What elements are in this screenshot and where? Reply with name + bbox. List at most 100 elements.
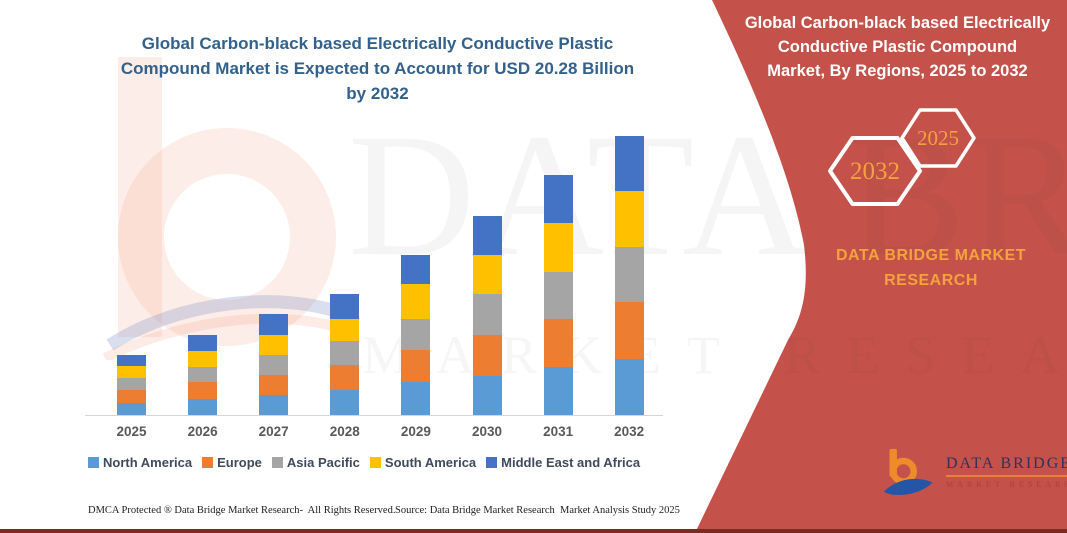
bar-segment-2029-middle-east-and-africa — [401, 255, 431, 284]
x-axis-label-2032: 2032 — [614, 424, 645, 439]
legend-swatch-icon — [271, 457, 283, 468]
bar-segment-2030-middle-east-and-africa — [472, 215, 502, 256]
bar-segment-2027-asia-pacific — [259, 355, 289, 375]
bar-segment-2031-north-america — [543, 366, 573, 415]
bar-segment-2031-middle-east-and-africa — [543, 175, 573, 224]
stacked-bar-2031 — [543, 175, 573, 415]
legend-label: North America — [103, 455, 193, 470]
legend-item-north-america: North America — [88, 455, 192, 470]
x-axis-labels: 2025 2026 2027 2028 2029 2030 2031 2032 — [85, 424, 663, 442]
bar-segment-2031-south-america — [543, 223, 573, 272]
year-hexagons: 2032 2025 — [828, 108, 976, 206]
logo-b-icon — [883, 448, 933, 495]
x-axis-label-2025: 2025 — [116, 424, 147, 439]
legend-swatch-icon — [202, 457, 214, 468]
panel-title-line-2: Conductive Plastic Compound — [777, 38, 1018, 56]
bar-segment-2026-south-america — [188, 351, 218, 368]
logo-brand-text: DATA BRIDGE — [946, 455, 1067, 477]
bar-segment-2031-europe — [543, 318, 573, 367]
bar-segment-2028-north-america — [330, 390, 360, 415]
bar-segment-2026-asia-pacific — [188, 367, 218, 383]
bar-segment-2027-south-america — [259, 335, 289, 356]
data-bridge-logo: DATA BRIDGE MARKET RESEARCH — [882, 447, 1067, 503]
source-text: Source: Data Bridge Market Research Mark… — [395, 505, 680, 516]
bar-segment-2028-asia-pacific — [330, 340, 360, 366]
bar-segment-2026-europe — [188, 382, 218, 399]
bar-segment-2032-north-america — [614, 358, 644, 415]
chart-legend: North America Europe Asia Pacific South Ame… — [88, 455, 640, 470]
x-axis-label-2028: 2028 — [329, 424, 360, 439]
legend-swatch-icon — [486, 457, 498, 468]
bar-segment-2027-north-america — [259, 395, 289, 415]
bar-segment-2032-asia-pacific — [614, 247, 644, 303]
legend-label: Europe — [217, 455, 262, 470]
legend-label: Middle East and Africa — [501, 455, 641, 470]
logo-wordmark: DATA BRIDGE MARKET RESEARCH — [946, 455, 1067, 489]
logo-sub-text: MARKET RESEARCH — [946, 480, 1067, 489]
bar-segment-2030-south-america — [472, 255, 502, 295]
bar-segment-2031-asia-pacific — [543, 271, 573, 319]
legend-label: Asia Pacific — [286, 455, 360, 470]
bar-segment-2032-south-america — [614, 191, 644, 248]
stacked-bar-2032 — [614, 135, 644, 415]
bar-segment-2028-europe — [330, 365, 360, 391]
bar-segment-2030-north-america — [472, 375, 502, 415]
chart-title-line-1: Global Carbon-black based Electrically C… — [141, 34, 614, 53]
bar-segment-2029-north-america — [401, 382, 431, 415]
panel-title-line-3: Market, By Regions, 2025 to 2032 — [767, 62, 1028, 80]
bar-segment-2029-asia-pacific — [401, 319, 431, 350]
bar-segment-2029-europe — [401, 349, 431, 383]
legend-item-middle-east-and-africa: Middle East and Africa — [486, 455, 640, 470]
chart-title-line-2: Compound Market is Expected to Account f… — [120, 59, 635, 78]
x-axis-label-2031: 2031 — [543, 424, 574, 439]
stacked-bar-2030 — [472, 215, 502, 415]
stacked-bar-2027 — [259, 314, 289, 415]
bar-segment-2026-north-america — [188, 398, 218, 415]
stacked-bar-2025 — [117, 354, 146, 415]
panel-title: Global Carbon-black based Electrically C… — [735, 11, 1060, 83]
stacked-bar-2026 — [188, 334, 218, 415]
x-axis-label-2030: 2030 — [471, 424, 503, 439]
bar-segment-2025-south-america — [117, 366, 146, 379]
legend-item-europe: Europe — [202, 455, 262, 470]
bar-segment-2032-middle-east-and-africa — [614, 135, 644, 192]
chart-title-line-3: by 2032 — [346, 84, 409, 103]
bar-segment-2025-europe — [117, 389, 146, 403]
hexagon-2025 — [900, 108, 976, 168]
panel-title-line-1: Global Carbon-black based Electrically — [744, 14, 1051, 32]
stacked-bar-chart — [85, 130, 663, 415]
bar-segment-2025-north-america — [117, 402, 146, 415]
bar-segment-2025-asia-pacific — [117, 378, 146, 390]
stacked-bar-2028 — [330, 293, 360, 415]
bottom-accent-bar — [0, 529, 1067, 533]
legend-item-south-america: South America — [369, 455, 477, 470]
legend-swatch-icon — [369, 457, 381, 468]
legend-label: South America — [384, 455, 477, 470]
hexagon-2032 — [828, 136, 922, 206]
bar-segment-2029-south-america — [401, 283, 431, 320]
bar-segment-2030-europe — [472, 334, 502, 376]
red-panel-shape — [695, 0, 1067, 533]
x-axis-label-2029: 2029 — [400, 424, 431, 439]
bar-segment-2028-middle-east-and-africa — [330, 293, 360, 319]
x-axis-line — [85, 415, 663, 416]
bar-segment-2027-europe — [259, 374, 289, 396]
bar-segment-2026-middle-east-and-africa — [188, 334, 218, 352]
chart-title: Global Carbon-black based Electrically C… — [85, 31, 670, 106]
legend-item-asia-pacific: Asia Pacific — [271, 455, 360, 470]
bar-segment-2030-asia-pacific — [472, 294, 502, 335]
x-axis-label-2026: 2026 — [187, 424, 218, 439]
bar-segment-2025-middle-east-and-africa — [117, 354, 146, 367]
dmca-copyright-text: DMCA Protected ® Data Bridge Market Rese… — [88, 505, 396, 516]
x-axis-label-2027: 2027 — [258, 424, 289, 439]
bar-segment-2027-middle-east-and-africa — [259, 314, 289, 336]
logo-b-watermark — [102, 57, 356, 360]
bar-segment-2028-south-america — [330, 318, 360, 341]
hexagon-2025-label: 2025 — [917, 126, 959, 150]
hexagon-2032-label: 2032 — [850, 158, 900, 185]
data-bridge-text-watermark: DATA BRIDGE — [348, 98, 1067, 293]
bar-segment-2032-europe — [614, 302, 644, 359]
legend-swatch-icon — [88, 457, 99, 468]
